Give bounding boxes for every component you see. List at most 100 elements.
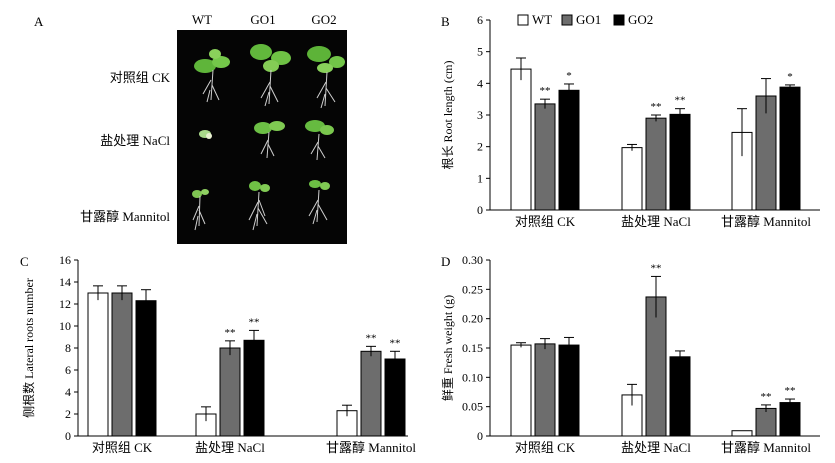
seedling-drawing [192,44,345,231]
seedling-nacl-wt [199,130,212,139]
chart-b-significance-label: ** [540,85,551,97]
seedling-nacl-go2 [305,120,334,161]
chart-b-bar-go1 [645,117,667,211]
chart-b-y-tick-label: 5 [477,45,483,59]
photo-row-ck: 对照组 CK [109,70,170,85]
chart-b-bar-go2 [669,113,691,211]
chart-c-y-tick-label: 6 [65,363,71,377]
chart-b-significance-label: * [566,70,572,82]
chart-b-y-tick-label: 6 [477,13,483,27]
chart-d-y-tick-label: 0.30 [462,253,483,267]
chart-d-category-label: 对照组 CK [515,440,576,455]
panel-d-letter: D [441,254,450,269]
chart-b-y-tick-label: 1 [477,171,483,185]
seedling-photo [177,30,347,244]
chart-b-legend-label-go2: GO2 [628,12,653,27]
chart-b-legend-swatch-go1 [561,14,573,26]
seedling-ck-go2 [307,46,345,109]
chart-c-significance-label: ** [225,327,236,339]
chart-c-category-label: 盐处理 NaCl [195,440,265,455]
photo-column-go1: GO1 [250,12,276,27]
chart-b-bar-wt [621,147,643,211]
chart-d-bar-go2 [669,356,691,437]
chart-c-bar-go1 [219,347,241,437]
panel-a-letter: A [34,14,44,29]
chart-c-bar-go2 [135,300,157,437]
seedling-mannitol-wt [192,189,209,231]
chart-b-y-tick-label: 0 [477,203,483,217]
chart-c-y-tick-label: 2 [65,407,71,421]
chart-b-legend-label-wt: WT [532,12,552,27]
chart-c-y-tick-label: 14 [59,275,71,289]
chart-b-significance-label: ** [675,95,686,107]
chart-c-y-tick-label: 0 [65,429,71,443]
chart-c-category-label: 甘露醇 Mannitol [326,440,416,455]
chart-c-bar-wt [87,292,109,437]
chart-c-y-tick-label: 10 [59,319,71,333]
chart-b-y-tick-label: 3 [477,108,483,122]
chart-d-y-axis-label: 鲜重 Fresh weight (g) [441,295,455,401]
chart-d-bar-wt [731,430,753,437]
chart-b-legend-swatch-go2 [613,14,625,26]
chart-c-bar-go1 [111,292,133,437]
chart-d-y-tick-label: 0.10 [462,370,483,384]
chart-b-bar-go1 [534,103,556,211]
chart-b-legend-swatch-wt [517,14,529,26]
chart-c-bar-go2 [243,339,265,437]
photo-row-mannitol: 甘露醇 Mannitol [80,209,170,224]
chart-b-bar-wt [510,68,532,211]
seedling-mannitol-go1 [248,181,270,231]
chart-d-bar-go1 [755,407,777,437]
chart-c-significance-label: ** [390,337,401,349]
chart-d-bar-go1 [534,343,556,437]
chart-d-y-tick-label: 0.25 [462,282,483,296]
chart-b-significance-label: * [787,71,793,83]
chart-b-y-tick-label: 4 [477,76,483,90]
chart-c-bar-go1 [360,350,382,437]
chart-d-y-tick-label: 0.15 [462,341,483,355]
chart-b-category-label: 对照组 CK [515,214,576,229]
chart-b-category-label: 盐处理 NaCl [621,214,691,229]
chart-b-y-axis-label-en: Root length (cm) [441,60,455,142]
chart-c-y-tick-label: 16 [59,253,71,267]
chart-c-significance-label: ** [366,332,377,344]
chart-c-y-tick-label: 8 [65,341,71,355]
seedling-ck-wt [194,49,230,103]
chart-b-y-axis-label: 根长 Root length (cm) [441,60,455,169]
chart-b-significance-label: ** [651,101,662,113]
chart-c-significance-label: ** [249,316,260,328]
chart-d-y-tick-label: 0.05 [462,400,483,414]
chart-d-bar-go2 [558,344,580,437]
seedling-mannitol-go2 [308,180,330,225]
chart-b-bar-go2 [558,89,580,211]
chart-c-y-tick-label: 12 [59,297,71,311]
chart-d-bar-go1 [645,296,667,437]
chart-d-bar-go2 [779,402,801,437]
seedling-nacl-go1 [254,121,285,159]
chart-c-y-axis-label-en: Lateral roots number [22,278,36,379]
chart-b-y-tick-label: 2 [477,140,483,154]
chart-c-y-axis-label: 侧根数 Lateral roots number [21,278,36,418]
panel-c-letter: C [20,254,29,269]
chart-c-y-tick-label: 4 [65,385,71,399]
chart-d-y-tick-label: 0.20 [462,312,483,326]
chart-d-significance-label: ** [761,391,772,403]
chart-d-y-axis-label-en: Fresh weight (g) [441,295,455,374]
photo-column-wt: WT [191,12,213,27]
seedling-ck-go1 [250,44,291,107]
chart-d-significance-label: ** [651,262,662,274]
chart-d-category-label: 盐处理 NaCl [621,440,691,455]
chart-b-category-label: 甘露醇 Mannitol [721,214,811,229]
chart-b-bar-go2 [779,86,801,211]
photo-row-nacl: 盐处理 NaCl [100,133,170,148]
chart-d-y-axis-label-cn: 鲜重 [441,374,455,401]
chart-b-legend-label-go1: GO1 [576,12,601,27]
chart-d-y-tick-label: 0 [477,429,483,443]
chart-c-bar-go2 [384,358,406,437]
chart-c-category-label: 对照组 CK [92,440,153,455]
chart-d-significance-label: ** [785,385,796,397]
panel-b-letter: B [441,14,450,29]
chart-b-y-axis-label-cn: 根长 [441,142,455,169]
